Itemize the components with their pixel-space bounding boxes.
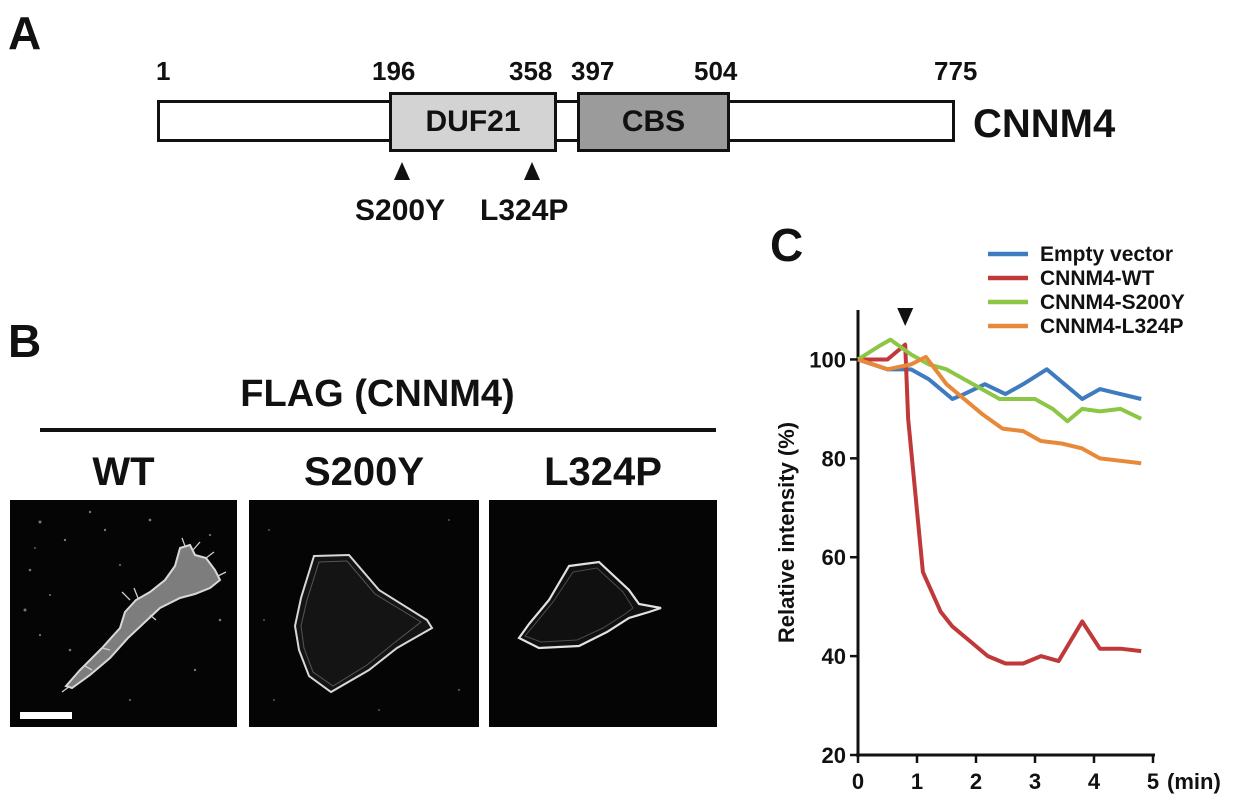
x-tick-label: 4: [1088, 769, 1101, 794]
cbs-label: CBS: [621, 105, 686, 138]
y-tick-label: 40: [822, 644, 846, 669]
title-divider: [40, 428, 716, 432]
cell-image-l324p: [517, 560, 662, 650]
panel-a-letter: A: [8, 7, 42, 59]
x-tick-label: 5: [1147, 769, 1159, 794]
flag-title: FLAG (CNNM4): [240, 373, 515, 415]
cell-image-wt: [20, 510, 227, 719]
micrograph-l324p: [489, 500, 717, 727]
position-duf-start: 196: [372, 56, 416, 86]
line-chart: 20 40 60 80 100 0 1 2 3 4 5 (min) Relative intensity…: [774, 243, 1221, 794]
mutation-arrow-s200y: [394, 162, 410, 180]
x-tick-label: 2: [970, 769, 982, 794]
column-title-s200y: S200Y: [303, 450, 425, 494]
x-unit-label: (min): [1167, 769, 1221, 794]
series-line-3: [856, 337, 1143, 424]
x-tick-label: 3: [1029, 769, 1041, 794]
duf21-domain: DUF21: [389, 92, 557, 152]
mutation-arrow-l324p: [524, 162, 540, 180]
legend-label: CNNM4-L324P: [1040, 315, 1184, 338]
x-tick-label: 1: [911, 769, 923, 794]
y-tick-label: 100: [809, 347, 846, 372]
position-duf-end: 358: [509, 56, 553, 86]
legend-label: CNNM4-WT: [1040, 267, 1154, 290]
panel-c-letter: C: [770, 219, 804, 271]
mutation-label-l324p: L324P: [480, 194, 569, 227]
y-tick-label: 80: [822, 446, 846, 471]
cbs-domain: CBS: [577, 92, 730, 152]
series-line-1: [857, 357, 1142, 401]
x-tick-label: 0: [852, 769, 864, 794]
mutation-arrows: [394, 162, 540, 180]
position-cbs-end: 504: [694, 56, 738, 86]
series-line-4: [857, 354, 1142, 466]
mutation-label-s200y: S200Y: [355, 194, 446, 227]
column-title-wt: WT: [92, 450, 155, 494]
micrograph-s200y: [249, 500, 479, 727]
column-title-l324p: L324P: [544, 450, 662, 494]
y-tick-label: 60: [822, 545, 846, 570]
panel-b-letter: B: [8, 315, 42, 367]
micrograph-wt: [10, 500, 237, 727]
duf21-label: DUF21: [425, 105, 521, 138]
stimulus-arrow-icon: [897, 308, 914, 326]
series-line-2: [858, 342, 1142, 666]
y-axis-label: Relative intensity (%): [774, 422, 799, 643]
position-start: 1: [156, 56, 171, 86]
y-tick-label: 20: [822, 743, 846, 768]
cell-image-s200y: [263, 519, 461, 711]
protein-name: CNNM4: [973, 102, 1116, 146]
position-cbs-start: 397: [571, 56, 615, 86]
position-end: 775: [934, 56, 978, 86]
scale-bar: [20, 712, 72, 719]
legend-label: Empty vector: [1040, 243, 1173, 266]
legend-label: CNNM4-S200Y: [1040, 291, 1185, 314]
